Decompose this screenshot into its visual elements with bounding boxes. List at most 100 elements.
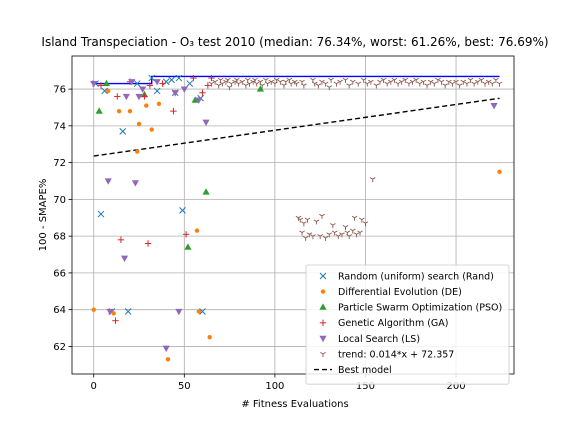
legend-entry: Genetic Algorithm (GA) <box>319 318 449 329</box>
data-point-stroke <box>337 79 341 83</box>
data-point-stroke <box>148 74 156 82</box>
data-point <box>136 121 142 127</box>
data-point <box>333 81 340 87</box>
data-point <box>368 79 374 85</box>
data-point-stroke <box>259 83 263 86</box>
data-point <box>353 232 360 238</box>
data-point <box>131 180 140 187</box>
data-point-stroke <box>342 77 346 81</box>
data-point-stroke <box>262 77 267 81</box>
data-point <box>326 85 333 91</box>
data-point-stroke <box>217 77 221 81</box>
data-point-stroke <box>301 230 305 233</box>
data-point-stroke <box>470 77 474 81</box>
data-point-stroke <box>431 81 435 84</box>
data-point-stroke <box>346 234 350 237</box>
legend-label: trend: 0.014*x + 72.357 <box>338 349 454 360</box>
data-point-stroke <box>307 217 311 220</box>
data-point <box>489 81 496 87</box>
data-point <box>297 217 304 223</box>
data-point-stroke <box>319 213 323 217</box>
data-point-stroke <box>342 224 346 228</box>
data-point <box>402 77 409 83</box>
data-point-stroke <box>370 79 374 83</box>
data-point <box>342 77 349 83</box>
data-point-stroke <box>397 81 401 84</box>
data-point-stroke <box>282 79 286 83</box>
data-point <box>168 76 175 84</box>
data-point-stroke <box>231 81 235 84</box>
data-point-stroke <box>357 230 361 233</box>
data-point-stroke <box>299 230 303 233</box>
data-point-stroke <box>441 79 445 83</box>
data-point <box>449 81 456 87</box>
data-point <box>442 83 448 89</box>
data-point <box>464 81 470 87</box>
data-point-stroke <box>253 81 258 84</box>
legend-box <box>305 264 510 385</box>
data-point-stroke <box>252 77 256 81</box>
data-point-stroke <box>434 81 438 84</box>
data-point-stroke <box>352 79 356 83</box>
data-point-stroke <box>482 81 486 84</box>
data-point <box>277 79 284 85</box>
x-axis-label: # Fitness Evaluations <box>241 399 348 410</box>
x-tick-label: 200 <box>446 381 465 392</box>
data-point <box>349 228 356 234</box>
data-point <box>153 79 161 86</box>
data-point <box>224 77 231 83</box>
data-point-stroke <box>306 232 310 235</box>
data-point-stroke <box>430 79 434 83</box>
data-point-stroke <box>449 81 453 84</box>
data-point-stroke <box>344 230 348 233</box>
data-point <box>391 77 398 83</box>
data-point-stroke <box>301 221 305 224</box>
data-point-stroke <box>326 232 330 235</box>
data-point <box>253 81 260 87</box>
data-point <box>496 81 503 87</box>
data-point-stroke <box>354 215 358 219</box>
legend-swatch-stroke <box>320 352 324 355</box>
data-point-stroke <box>359 217 363 220</box>
data-point-stroke <box>299 79 303 83</box>
data-point-stroke <box>289 77 293 81</box>
data-point-stroke <box>485 79 489 83</box>
data-point-stroke <box>318 83 322 86</box>
data-point-stroke <box>356 232 360 235</box>
data-point-stroke <box>330 77 334 81</box>
data-point-stroke <box>345 77 349 81</box>
data-point <box>97 210 105 218</box>
legend-swatch <box>320 289 326 294</box>
data-point-stroke <box>437 77 441 81</box>
x-tick-label: 50 <box>178 381 191 392</box>
data-point-stroke <box>293 81 297 84</box>
data-point-stroke <box>495 77 499 81</box>
data-point-stroke <box>303 83 307 86</box>
data-point-stroke <box>276 77 280 81</box>
data-point-stroke <box>409 79 413 83</box>
data-point <box>243 83 249 89</box>
data-point <box>317 234 324 240</box>
data-point-stroke <box>285 79 289 83</box>
data-point-stroke <box>153 87 161 95</box>
data-point-stroke <box>341 232 345 235</box>
data-point <box>313 219 320 225</box>
data-point-stroke <box>101 87 108 95</box>
data-point-stroke <box>499 81 503 84</box>
data-point <box>490 103 498 110</box>
data-point-stroke <box>362 221 366 224</box>
data-point <box>208 81 215 87</box>
data-point-stroke <box>314 81 318 84</box>
data-point <box>135 149 140 154</box>
data-point <box>387 79 394 85</box>
legend-label: Particle Swarm Optimization (PSO) <box>338 303 502 314</box>
data-point-stroke <box>364 81 368 84</box>
data-point-stroke <box>384 81 388 84</box>
data-point-stroke <box>355 81 359 84</box>
data-point <box>146 82 154 89</box>
legend-label: Best model <box>338 365 392 376</box>
data-point <box>322 81 329 87</box>
data-point-stroke <box>348 83 352 86</box>
data-point <box>364 81 371 87</box>
